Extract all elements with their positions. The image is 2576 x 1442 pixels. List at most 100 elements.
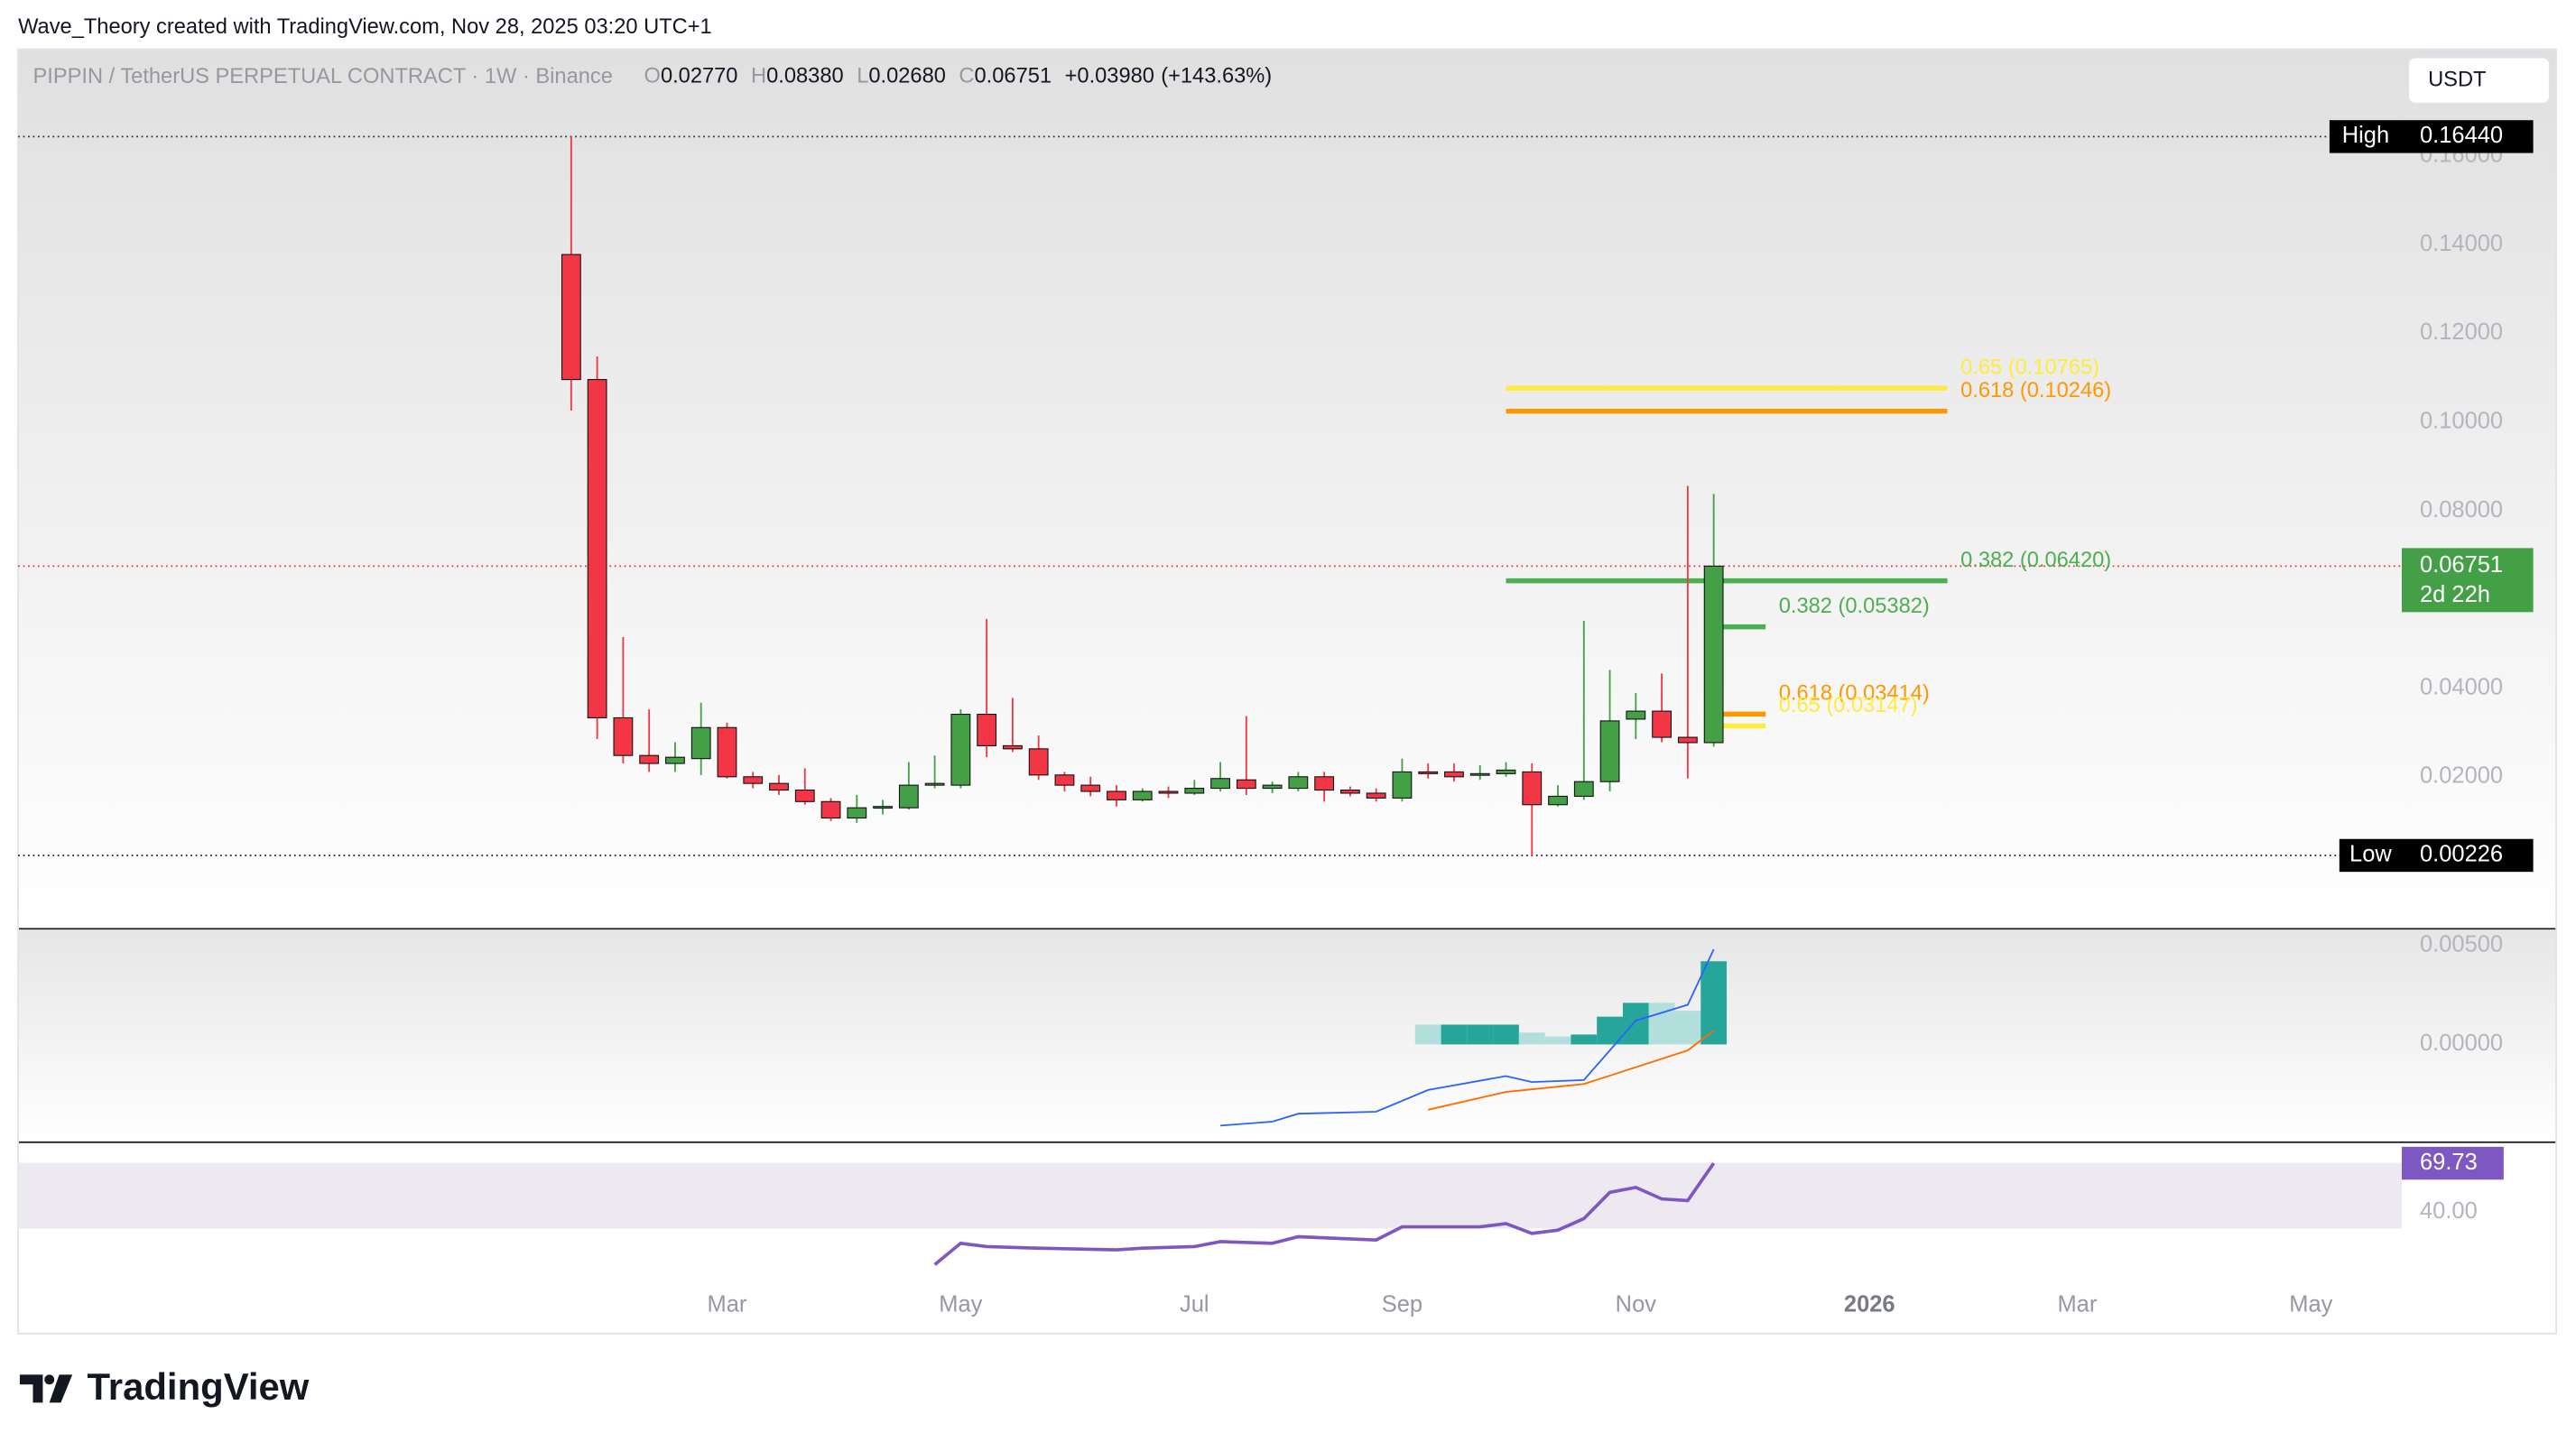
histogram-bar xyxy=(1674,1011,1701,1045)
candle-body xyxy=(1132,790,1153,800)
candle-body xyxy=(639,754,660,764)
y-tick-label: 0.12000 xyxy=(2420,319,2503,345)
macd-line xyxy=(1219,948,1715,1127)
candle-body xyxy=(743,776,764,784)
countdown: 2d 22h xyxy=(2420,582,2490,607)
candle-body xyxy=(1652,710,1673,738)
change: +0.03980 xyxy=(1065,65,1154,88)
credit: Wave_Theory created with TradingView.com… xyxy=(18,15,712,39)
fib-label: 0.65 (0.10765) xyxy=(1960,356,2099,380)
y-tick-label: 40.00 xyxy=(2420,1198,2478,1224)
histogram-bar xyxy=(1622,1003,1649,1045)
fib-label: 0.65 (0.03147) xyxy=(1779,694,1918,717)
candle-body xyxy=(1158,790,1179,794)
ohlc-key: O xyxy=(644,65,661,88)
y-tick-label: 0.00000 xyxy=(2420,1031,2503,1056)
x-tick-label: May xyxy=(939,1292,982,1317)
low-value-box xyxy=(2401,838,2534,873)
candle-body xyxy=(665,756,685,764)
candle-body xyxy=(1107,790,1126,800)
candle-body xyxy=(690,726,711,760)
last-price-box xyxy=(2401,548,2534,613)
fib-label: 0.382 (0.06420) xyxy=(1960,549,2111,572)
x-tick-label: Nov xyxy=(1616,1292,1657,1317)
ohlc-value: 0.02680 xyxy=(868,65,946,88)
candle-body xyxy=(1288,776,1309,790)
candle-body xyxy=(1236,779,1256,790)
candle-body xyxy=(717,726,737,778)
ohlc-key: H xyxy=(751,65,766,88)
x-tick-label: Mar xyxy=(708,1292,747,1317)
candle-body xyxy=(1573,781,1594,797)
high-value-box xyxy=(2401,120,2534,153)
candle-body xyxy=(873,806,893,809)
last-price: 0.06751 xyxy=(2420,552,2503,578)
currency-button[interactable] xyxy=(2407,56,2551,105)
candle-body xyxy=(1496,769,1516,774)
candle-body xyxy=(1392,771,1413,799)
candle-body xyxy=(1080,784,1101,792)
candle-body xyxy=(1522,771,1543,806)
x-tick-label: May xyxy=(2289,1292,2332,1317)
rsi-value-box xyxy=(2401,1146,2504,1180)
y-tick-label: 0.10000 xyxy=(2420,409,2503,434)
y-tick-label: 0.04000 xyxy=(2420,674,2503,699)
histogram-bar xyxy=(1467,1024,1494,1045)
ohlc-value: 0.02770 xyxy=(661,65,738,88)
signal-line xyxy=(1427,1030,1715,1111)
candle-body xyxy=(1599,720,1620,782)
low-label: Low xyxy=(2349,842,2392,867)
x-tick-label: 2026 xyxy=(1844,1292,1895,1317)
candle-body xyxy=(1548,795,1568,806)
candle-body xyxy=(847,807,867,819)
candle-body xyxy=(1339,789,1360,794)
currency[interactable]: USDT xyxy=(2428,68,2486,91)
candle-body xyxy=(794,789,815,802)
candle-body xyxy=(769,782,789,791)
low-label-box xyxy=(2339,838,2402,873)
candle-body xyxy=(950,713,971,786)
logo-text: TradingView xyxy=(88,1365,310,1408)
candle-body xyxy=(1703,565,1724,744)
rsi-line xyxy=(933,1162,1716,1266)
tradingview-logo: TradingView xyxy=(19,1365,310,1408)
candle-body xyxy=(924,782,945,786)
low-value: 0.00226 xyxy=(2420,842,2503,867)
candle-body xyxy=(1028,748,1049,776)
candle-body xyxy=(561,254,581,381)
logo-icon xyxy=(19,1374,73,1403)
ohlc-value: 0.06751 xyxy=(975,65,1052,88)
price-pane xyxy=(18,49,2557,929)
candle-body xyxy=(1418,771,1439,774)
frame xyxy=(17,48,2557,1335)
candle-body xyxy=(1314,776,1335,791)
candle-body xyxy=(1184,788,1205,794)
candle-body xyxy=(820,800,841,819)
candle-body xyxy=(613,716,634,756)
high-label: High xyxy=(2342,123,2389,148)
ohlc-value: 0.08380 xyxy=(766,65,844,88)
histogram-bar xyxy=(1518,1032,1545,1045)
histogram-bar xyxy=(1441,1024,1468,1045)
change-pct: (+143.63%) xyxy=(1161,65,1272,88)
fib-label: 0.382 (0.05382) xyxy=(1779,595,1930,618)
high-label-box xyxy=(2329,120,2402,153)
x-tick-label: Jul xyxy=(1180,1292,1209,1317)
candle-body xyxy=(1469,772,1490,776)
candle-body xyxy=(1262,784,1283,790)
candle-body xyxy=(587,379,607,719)
x-tick-label: Sep xyxy=(1382,1292,1422,1317)
candle-body xyxy=(1626,710,1646,720)
fib-label: 0.618 (0.10246) xyxy=(1960,379,2111,402)
candle-body xyxy=(977,713,997,746)
rsi-band xyxy=(18,1162,2402,1229)
y-tick-label: 0.14000 xyxy=(2420,231,2503,256)
histogram-bar xyxy=(1544,1036,1571,1045)
ohlc-key: C xyxy=(959,65,974,88)
y-tick-label: 0.00500 xyxy=(2420,931,2503,957)
ohlc: O0.02770 H0.08380 L0.02680 C0.06751 +0.03980… xyxy=(644,65,1273,88)
ohlc-key: L xyxy=(857,65,868,88)
fib-label: 0.618 (0.03414) xyxy=(1779,682,1930,706)
